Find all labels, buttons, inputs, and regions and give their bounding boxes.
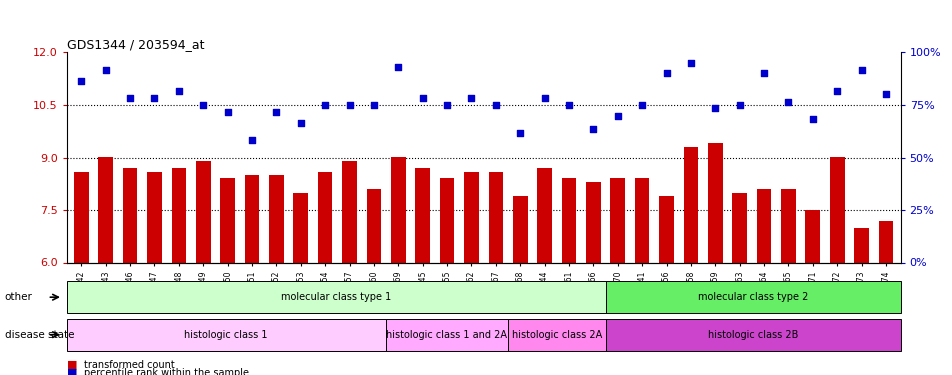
- Point: [439, 102, 454, 108]
- Point: [683, 60, 698, 66]
- Bar: [605, 281, 900, 313]
- Point: [317, 102, 332, 108]
- Bar: [196, 161, 210, 262]
- Bar: [829, 158, 843, 262]
- Text: histologic class 1: histologic class 1: [184, 330, 268, 340]
- Bar: [390, 158, 406, 262]
- Point: [366, 102, 381, 108]
- Text: histologic class 2A: histologic class 2A: [511, 330, 602, 340]
- Bar: [367, 189, 381, 262]
- Bar: [171, 168, 186, 262]
- Bar: [147, 171, 162, 262]
- Point: [731, 102, 746, 108]
- Bar: [98, 158, 113, 262]
- Text: other: other: [5, 292, 32, 302]
- Bar: [537, 168, 551, 262]
- Text: GDS1344 / 203594_at: GDS1344 / 203594_at: [67, 38, 204, 51]
- Point: [804, 116, 820, 122]
- Text: ■: ■: [67, 360, 77, 369]
- Point: [609, 112, 625, 118]
- Text: disease state: disease state: [5, 330, 74, 340]
- Point: [342, 102, 357, 108]
- Point: [147, 95, 162, 101]
- Bar: [123, 168, 137, 262]
- Point: [123, 95, 138, 101]
- Point: [756, 70, 771, 76]
- Bar: [74, 171, 89, 262]
- Text: percentile rank within the sample: percentile rank within the sample: [84, 368, 248, 375]
- Text: histologic class 1 and 2A: histologic class 1 and 2A: [386, 330, 506, 340]
- Bar: [318, 171, 332, 262]
- Bar: [220, 178, 235, 262]
- Bar: [245, 175, 259, 262]
- Text: molecular class type 2: molecular class type 2: [698, 292, 807, 302]
- Point: [487, 102, 503, 108]
- Point: [536, 95, 551, 101]
- Point: [780, 99, 795, 105]
- Point: [828, 88, 843, 94]
- Bar: [683, 147, 698, 262]
- Point: [244, 137, 259, 143]
- Point: [171, 88, 187, 94]
- Point: [878, 92, 893, 98]
- Bar: [67, 319, 386, 351]
- Bar: [464, 171, 478, 262]
- Point: [512, 130, 527, 136]
- Point: [293, 120, 308, 126]
- Bar: [415, 168, 429, 262]
- Bar: [781, 189, 795, 262]
- Bar: [605, 319, 900, 351]
- Bar: [756, 189, 770, 262]
- Bar: [439, 178, 454, 262]
- Bar: [293, 192, 307, 262]
- Bar: [67, 281, 605, 313]
- Point: [73, 78, 89, 84]
- Bar: [610, 178, 625, 262]
- Bar: [878, 220, 892, 262]
- Bar: [634, 178, 648, 262]
- Point: [853, 67, 868, 73]
- Bar: [342, 161, 356, 262]
- Bar: [512, 196, 527, 262]
- Text: histologic class 2B: histologic class 2B: [707, 330, 798, 340]
- Point: [415, 95, 430, 101]
- Point: [390, 63, 406, 69]
- Point: [98, 67, 113, 73]
- Text: transformed count: transformed count: [84, 360, 174, 369]
- Bar: [853, 228, 868, 262]
- Bar: [488, 171, 503, 262]
- Point: [707, 105, 723, 111]
- Bar: [561, 178, 576, 262]
- Bar: [268, 175, 284, 262]
- Bar: [659, 196, 673, 262]
- Point: [658, 70, 673, 76]
- Bar: [804, 210, 820, 262]
- Bar: [731, 192, 746, 262]
- Bar: [507, 319, 605, 351]
- Point: [561, 102, 576, 108]
- Point: [634, 102, 649, 108]
- Point: [464, 95, 479, 101]
- Point: [220, 109, 235, 115]
- Point: [195, 102, 210, 108]
- Point: [268, 109, 284, 115]
- Bar: [386, 319, 507, 351]
- Text: molecular class type 1: molecular class type 1: [281, 292, 391, 302]
- Text: ■: ■: [67, 368, 77, 375]
- Point: [585, 126, 601, 132]
- Bar: [585, 182, 600, 262]
- Bar: [707, 144, 722, 262]
